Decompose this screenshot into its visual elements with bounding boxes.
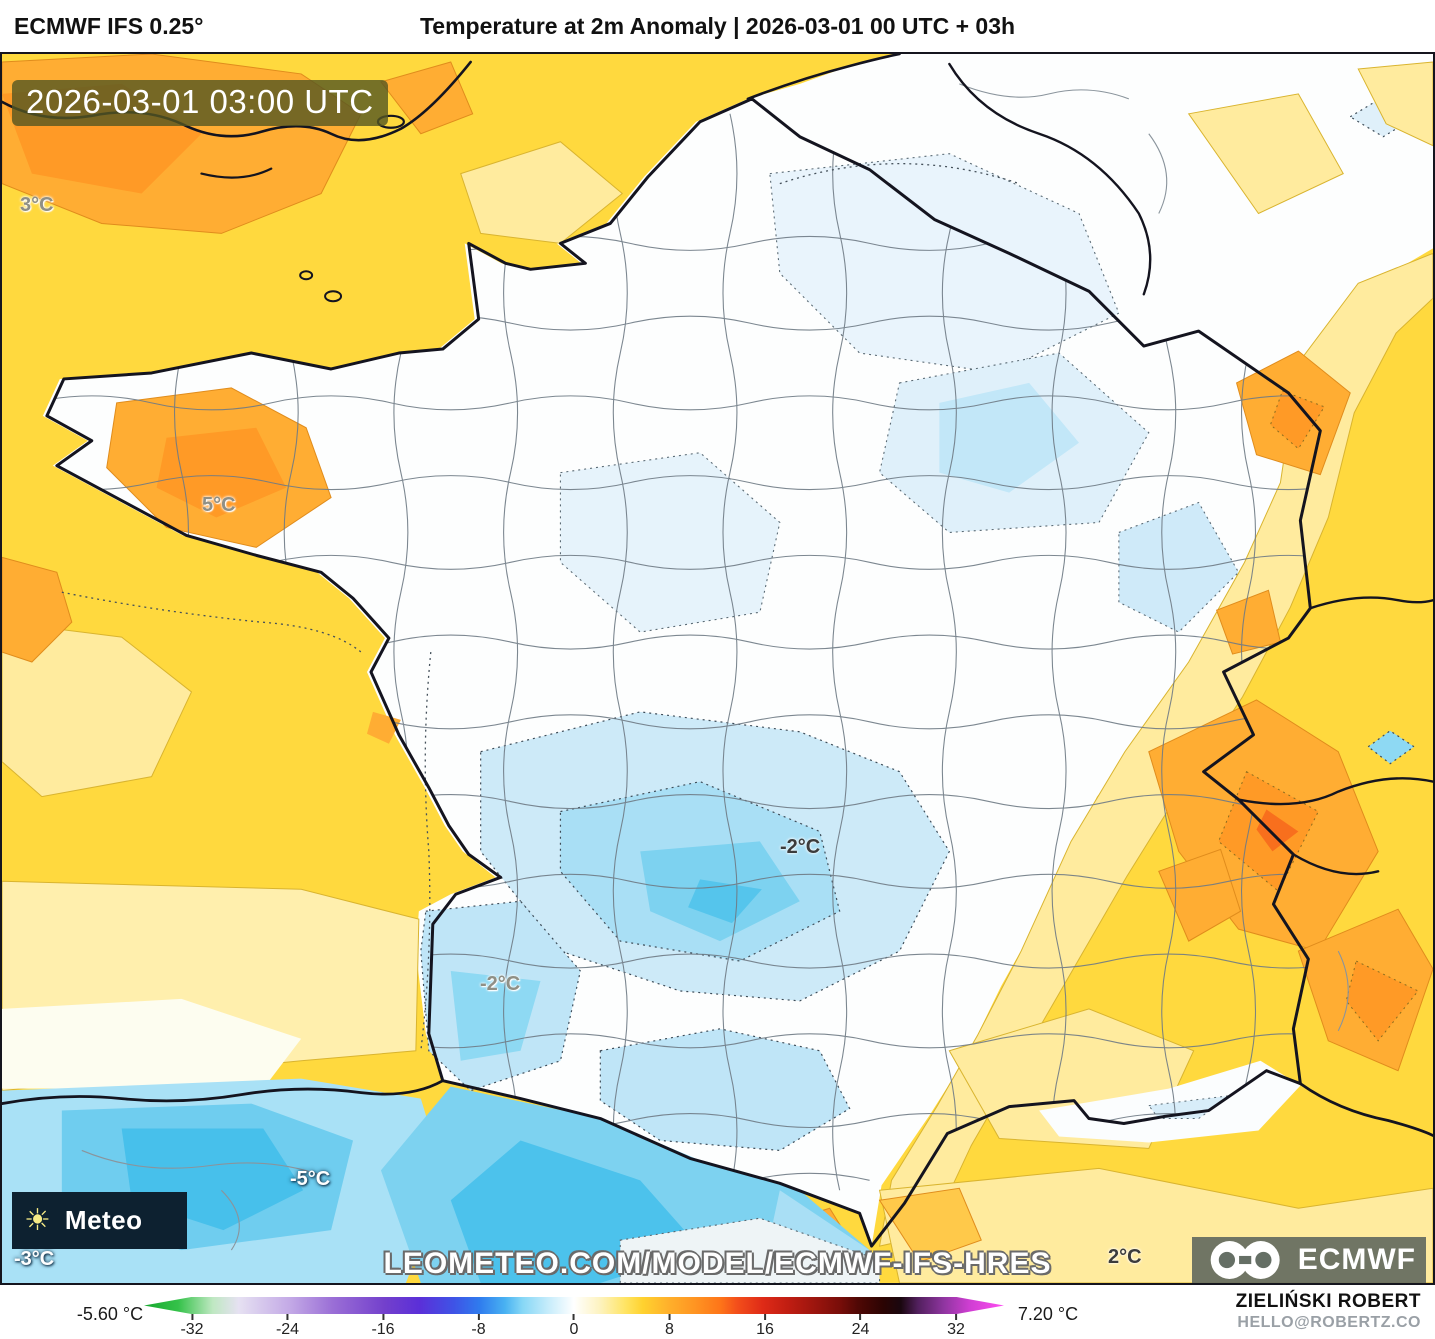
ocean-pale-patches: [2, 61, 1433, 1092]
footer-bar: -5.60 °C -32 -24 -16 -8 0 8 16 24 32 7.2…: [0, 1285, 1435, 1338]
coastlines-borders: [2, 54, 1433, 1248]
colorbar-tick: 0: [570, 1314, 579, 1339]
colorbar-tick: -32: [180, 1314, 203, 1339]
timestamp-badge: 2026-03-01 03:00 UTC: [12, 80, 388, 126]
leometeo-logo-text: Meteo: [64, 1205, 143, 1235]
contour-lines: [61, 162, 1020, 1051]
map-temp-label: 3°C: [20, 194, 54, 216]
ecmwf-logo: ECMWF: [1192, 1237, 1426, 1283]
page-title: Temperature at 2m Anomaly | 2026-03-01 0…: [419, 13, 1016, 39]
model-name: ECMWF IFS 0.25°: [14, 13, 204, 39]
cool-anomaly-patches: [420, 153, 1240, 1152]
watermark-url: LEOMETEO.COM/MODEL/ECMWF-IFS-HRES: [383, 1247, 1052, 1280]
header-bar: ECMWF IFS 0.25° Temperature at 2m Anomal…: [0, 0, 1435, 52]
colorbar-tick: -24: [276, 1314, 299, 1339]
leometeo-logo: ☀ Meteo: [12, 1192, 187, 1249]
sun-icon: ☀: [24, 1203, 51, 1237]
map-temp-label: -2°C: [480, 973, 521, 995]
map-temp-label: -5°C: [290, 1168, 331, 1190]
colorbar-tick: 8: [665, 1314, 674, 1339]
colorbar-max-value: 7.20 °C: [1017, 1304, 1079, 1324]
colorbar-tick: 24: [852, 1314, 870, 1339]
colorbar-tick: -8: [471, 1314, 485, 1339]
colorbar-tick: 32: [947, 1314, 965, 1339]
weather-map: 2026-03-01 03:00 UTC 3°C 5°C -2°C -2°C -5°C -…: [0, 52, 1435, 1285]
colorbar-min-value: -5.60 °C: [76, 1304, 144, 1324]
map-temp-label: -2°C: [780, 836, 821, 858]
map-temp-label: -3°C: [14, 1248, 55, 1270]
ecmwf-logo-icon: [1210, 1241, 1280, 1279]
map-temp-label: 5°C: [202, 494, 236, 516]
anomaly-map-canvas: [2, 54, 1433, 1283]
attribution-name: ZIELIŃSKI ROBERT: [1235, 1291, 1421, 1312]
foreign-admin-borders: [81, 83, 1349, 1251]
map-temp-label: 2°C: [1108, 1246, 1142, 1268]
colorbar-tick: 16: [756, 1314, 774, 1339]
colorbar-gradient: [144, 1297, 1004, 1314]
ecmwf-logo-text: ECMWF: [1297, 1243, 1416, 1276]
south-cool-region: [2, 1060, 1301, 1283]
attribution-contact: HELLO@ROBERTZ.CO: [1237, 1314, 1421, 1331]
colorbar-tick: -16: [371, 1314, 394, 1339]
